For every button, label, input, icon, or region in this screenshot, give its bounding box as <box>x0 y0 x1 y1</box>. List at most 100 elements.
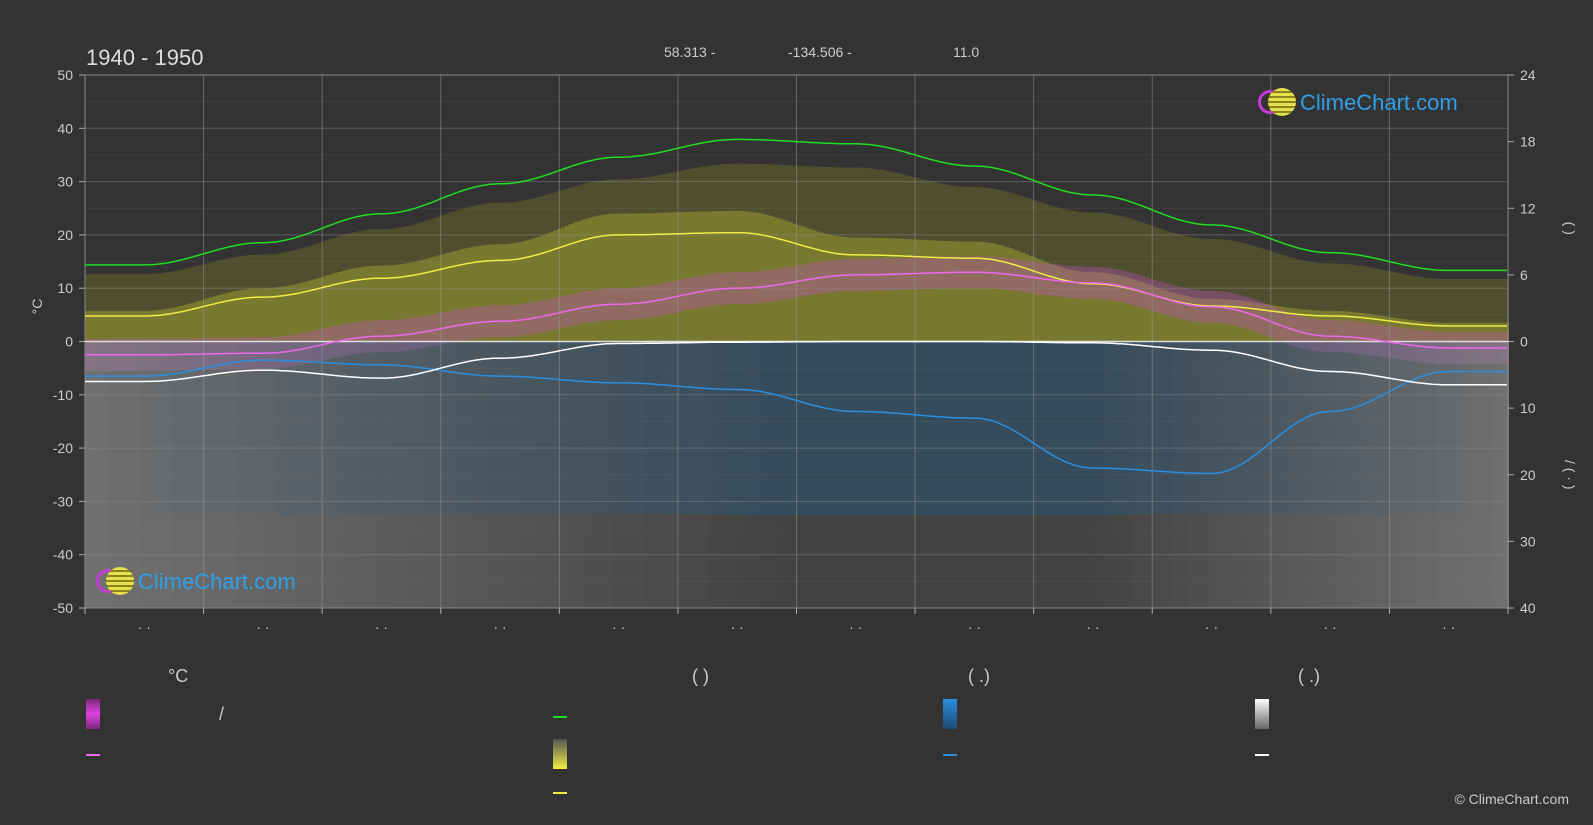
sunshine-band <box>1369 314 1373 342</box>
rain-band <box>893 341 897 515</box>
rain-band <box>477 341 481 515</box>
daylight-band <box>1473 278 1477 342</box>
rain-band <box>937 341 941 515</box>
daylight-band <box>1357 265 1361 342</box>
legend-temp-head: °C <box>168 666 189 686</box>
rain-band <box>1457 341 1461 515</box>
rain-band <box>273 341 277 515</box>
daylight-band <box>1297 259 1301 342</box>
sunshine-band <box>1089 272 1093 342</box>
rain-band <box>1009 341 1013 515</box>
snow-band <box>1241 341 1245 608</box>
snow-band <box>777 341 781 608</box>
rain-band <box>1317 341 1321 515</box>
snow-band <box>329 341 333 608</box>
sunshine-band <box>1293 308 1297 342</box>
snow-band <box>1193 341 1197 608</box>
sunshine-band <box>373 265 377 342</box>
daylight-band <box>1197 238 1201 342</box>
rain-band <box>929 341 933 515</box>
rain-band <box>1241 341 1245 515</box>
snow-band <box>797 341 801 608</box>
sunshine-band <box>509 243 513 342</box>
rain-band <box>305 341 309 515</box>
snow-band <box>1169 341 1173 608</box>
sunshine-band <box>945 241 949 342</box>
snow-band <box>1445 341 1449 608</box>
snow-band <box>137 341 141 608</box>
rain-band <box>473 341 477 515</box>
rain-band <box>145 342 149 515</box>
rain-band <box>1341 341 1345 515</box>
rain-band <box>353 341 357 515</box>
snow-band <box>109 341 113 608</box>
rain-band <box>545 341 549 515</box>
rain-band <box>1373 341 1377 515</box>
snow-band <box>657 341 661 608</box>
rain-band <box>601 341 605 515</box>
snow-band <box>873 341 877 608</box>
snow-band <box>1145 341 1149 608</box>
sunshine-band <box>537 236 541 342</box>
snow-band <box>1441 341 1445 608</box>
sunshine-band <box>1321 310 1325 342</box>
logo-bottom[interactable]: ClimeChart.com <box>96 567 296 597</box>
snow-band <box>1493 341 1497 608</box>
sunshine-band <box>917 239 921 342</box>
snow-band <box>573 341 577 608</box>
legend-rain-mean-swatch <box>943 754 957 756</box>
sunshine-band <box>1041 260 1045 342</box>
sunshine-band <box>325 275 329 342</box>
daylight-band <box>1381 269 1385 342</box>
snow-band <box>1165 341 1169 608</box>
rain-band <box>1297 341 1301 515</box>
snow-band <box>1217 341 1221 608</box>
rain-band <box>681 341 685 515</box>
rain-band <box>1265 341 1269 515</box>
snow-band <box>277 341 281 608</box>
daylight-band <box>133 274 137 342</box>
rain-band <box>1105 341 1109 515</box>
rain-band <box>885 341 889 515</box>
snow-band <box>101 341 105 608</box>
x-tick-label: · · <box>849 619 862 635</box>
y-tick-left: 0 <box>65 334 73 350</box>
snow-band <box>1181 341 1185 608</box>
snow-band <box>813 341 817 608</box>
sunshine-band <box>1337 311 1341 342</box>
rain-band <box>861 341 865 515</box>
snow-band <box>1033 341 1037 608</box>
daylight-band <box>1461 278 1465 342</box>
rain-band <box>401 341 405 515</box>
rain-band <box>737 341 741 515</box>
daylight-band <box>1261 248 1265 342</box>
daylight-band <box>1477 278 1481 342</box>
sunshine-band <box>1185 296 1189 342</box>
rain-band <box>769 341 773 515</box>
rain-band <box>645 341 649 515</box>
rain-band <box>777 341 781 515</box>
rain-band <box>813 341 817 515</box>
legend-temp-range-swatch <box>86 699 100 729</box>
snow-band <box>305 341 309 608</box>
snow-band <box>1329 341 1333 608</box>
sunshine-band <box>1029 255 1033 342</box>
daylight-band <box>1309 261 1313 342</box>
snow-band <box>1237 341 1241 608</box>
logo-top[interactable]: ClimeChart.com <box>1258 88 1458 118</box>
snow-band <box>917 341 921 608</box>
snow-band <box>1449 341 1453 608</box>
sunshine-band <box>869 237 873 342</box>
rain-band <box>901 341 905 515</box>
rain-band <box>753 341 757 515</box>
daylight-band <box>1305 261 1309 342</box>
rain-band <box>1397 341 1401 515</box>
snow-band <box>745 341 749 608</box>
sunshine-band <box>533 238 537 342</box>
rain-band <box>1413 341 1417 515</box>
snow-band <box>585 341 589 608</box>
snow-band <box>833 341 837 608</box>
rain-band <box>261 341 265 515</box>
sunshine-band <box>1249 301 1253 342</box>
rain-band <box>1121 341 1125 515</box>
